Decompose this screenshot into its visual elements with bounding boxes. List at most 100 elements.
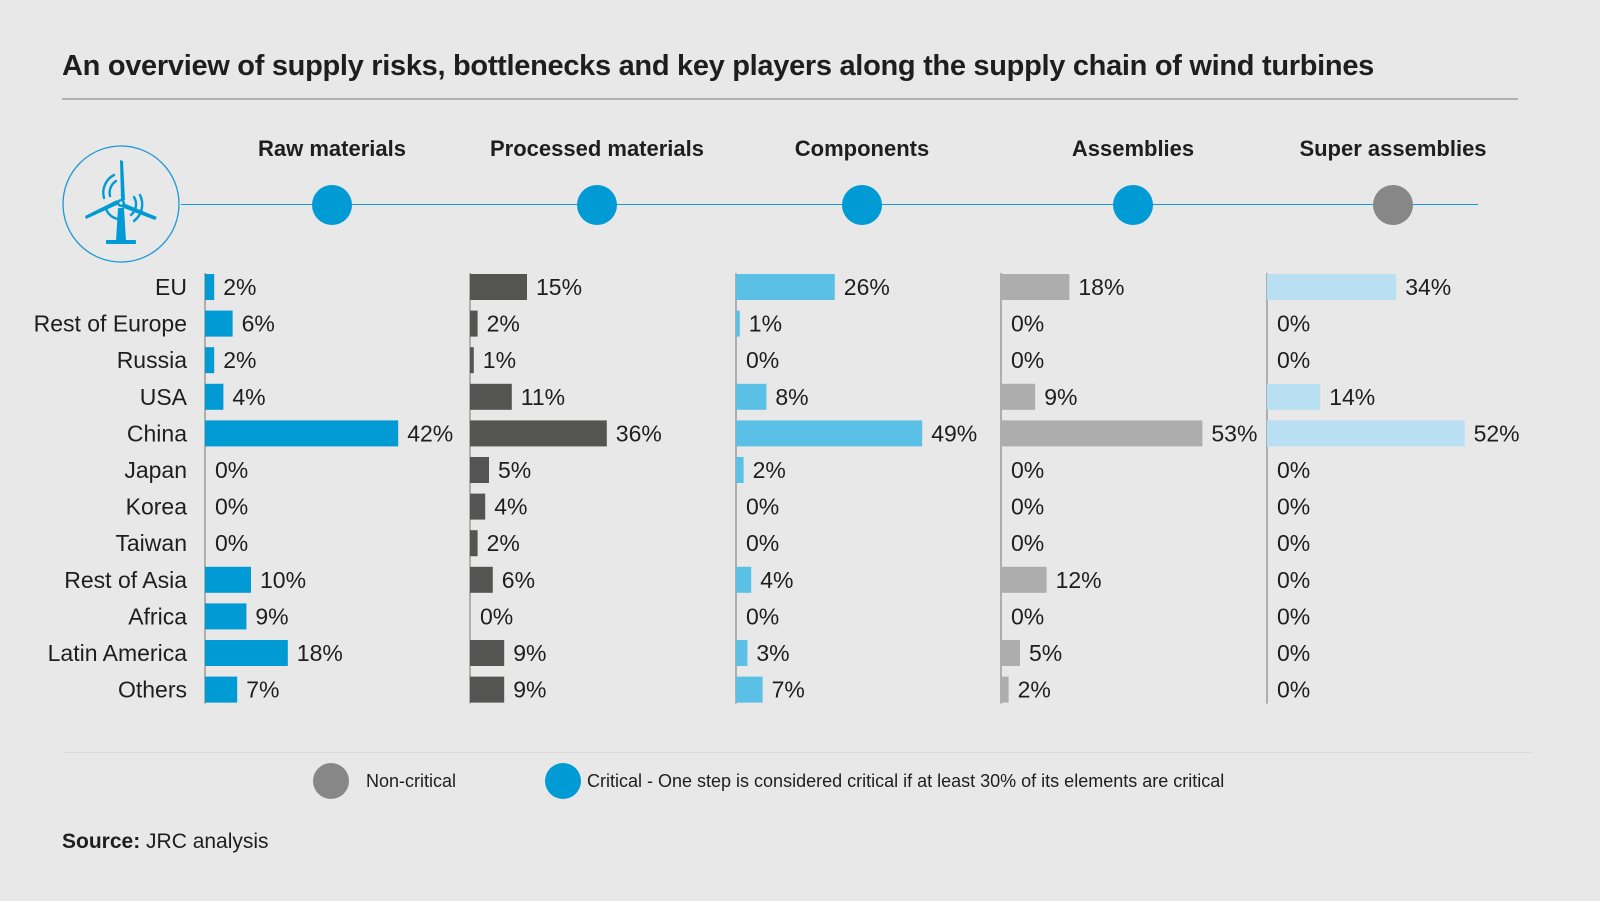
value-label: 6% <box>242 311 275 337</box>
critical-step-dot <box>1113 185 1153 225</box>
bar <box>205 274 215 300</box>
value-label: 0% <box>215 457 248 483</box>
value-label: 0% <box>1011 494 1044 520</box>
value-label: 0% <box>215 494 248 520</box>
category-label: USA <box>140 384 188 410</box>
value-label: 0% <box>215 530 248 556</box>
category-label: China <box>127 420 187 446</box>
bar <box>736 640 748 666</box>
value-label: 5% <box>1029 640 1062 666</box>
value-label: 2% <box>1018 677 1051 703</box>
value-label: 9% <box>255 603 288 629</box>
value-label: 3% <box>756 640 789 666</box>
value-label: 4% <box>232 384 265 410</box>
value-label: 0% <box>1277 311 1310 337</box>
category-label: Africa <box>128 603 187 629</box>
supply-chain-timeline <box>181 204 1478 205</box>
value-label: 4% <box>494 494 527 520</box>
value-label: 0% <box>1277 494 1310 520</box>
value-label: 15% <box>536 274 582 300</box>
value-label: 0% <box>746 530 779 556</box>
bar <box>205 566 251 593</box>
critical-step-dot <box>577 185 617 225</box>
value-label: 14% <box>1329 384 1375 410</box>
bar <box>470 530 478 557</box>
non-critical-legend-label: Non-critical <box>366 771 457 791</box>
value-label: 1% <box>749 311 782 337</box>
value-label: 0% <box>1011 603 1044 629</box>
value-label: 0% <box>1277 677 1310 703</box>
bar <box>1267 383 1321 410</box>
value-label: 0% <box>1277 457 1310 483</box>
source-label: Source: <box>62 830 141 853</box>
value-label: 2% <box>223 274 256 300</box>
value-label: 9% <box>1044 384 1077 410</box>
value-label: 2% <box>487 311 520 337</box>
bar <box>470 566 493 593</box>
value-label: 0% <box>1011 457 1044 483</box>
category-label: Rest of Asia <box>64 567 187 593</box>
bar <box>205 603 247 630</box>
bar <box>1001 640 1020 666</box>
value-label: 0% <box>1277 530 1310 556</box>
bar <box>470 310 478 337</box>
value-label: 0% <box>746 603 779 629</box>
bar <box>1001 566 1047 593</box>
legend-divider <box>62 752 1532 753</box>
bar <box>205 347 215 374</box>
non-critical-legend-dot <box>313 763 349 799</box>
bar <box>470 420 607 447</box>
category-label: EU <box>155 274 187 300</box>
value-label: 0% <box>1011 530 1044 556</box>
bar <box>736 420 923 447</box>
bar <box>470 347 474 374</box>
critical-step-dot <box>842 185 882 225</box>
category-label: Rest of Europe <box>34 311 187 337</box>
value-label: 7% <box>246 677 279 703</box>
category-label: Latin America <box>48 640 188 666</box>
value-label: 4% <box>760 567 793 593</box>
value-label: 2% <box>753 457 786 483</box>
value-label: 10% <box>260 567 306 593</box>
bar <box>470 493 486 520</box>
bar <box>205 640 288 666</box>
value-label: 0% <box>746 494 779 520</box>
category-label: Taiwan <box>115 530 187 556</box>
value-label: 42% <box>407 420 453 446</box>
bar <box>470 640 505 666</box>
bar <box>470 383 512 410</box>
bar <box>736 676 763 703</box>
value-label: 1% <box>483 347 516 373</box>
critical-legend-label: Critical - One step is considered critic… <box>587 771 1225 791</box>
value-label: 18% <box>297 640 343 666</box>
category-label: Japan <box>124 457 187 483</box>
category-label: Korea <box>126 494 188 520</box>
value-label: 11% <box>521 384 565 410</box>
bar <box>736 566 752 593</box>
bar <box>205 310 233 337</box>
step-label: Processed materials <box>489 136 705 161</box>
critical-step-dot <box>312 185 352 225</box>
value-label: 9% <box>513 677 546 703</box>
value-label: 34% <box>1405 274 1451 300</box>
value-label: 7% <box>772 677 805 703</box>
category-label: Russia <box>117 347 188 373</box>
value-label: 0% <box>1011 311 1044 337</box>
source-text: JRC analysis <box>140 830 269 853</box>
value-label: 6% <box>502 567 535 593</box>
bar <box>1267 420 1465 447</box>
value-label: 0% <box>1011 347 1044 373</box>
value-label: 12% <box>1056 567 1102 593</box>
value-label: 5% <box>498 457 531 483</box>
bar <box>736 383 767 410</box>
bar <box>736 274 835 300</box>
chart-title: An overview of supply risks, bottlenecks… <box>62 50 1374 82</box>
bar <box>205 420 399 447</box>
step-label: Super assemblies <box>1299 136 1487 161</box>
source-note: Source: JRC analysis <box>62 830 269 854</box>
bar <box>1001 274 1070 300</box>
bar <box>470 457 489 483</box>
value-label: 52% <box>1474 420 1520 446</box>
title-divider <box>62 98 1518 100</box>
value-label: 0% <box>1277 567 1310 593</box>
